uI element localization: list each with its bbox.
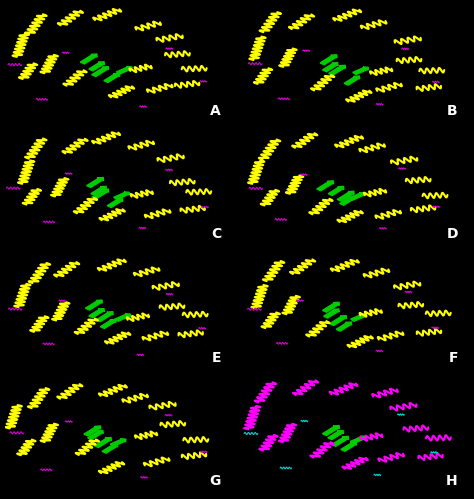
Polygon shape [80,54,97,64]
Polygon shape [320,55,337,65]
Polygon shape [340,196,356,205]
Text: F: F [448,351,458,365]
Text: D: D [447,227,458,241]
Polygon shape [107,199,123,208]
Polygon shape [328,431,344,440]
Polygon shape [115,314,130,321]
Polygon shape [91,186,107,196]
Polygon shape [89,62,104,71]
Text: C: C [211,227,221,241]
Polygon shape [102,444,118,453]
Polygon shape [324,309,339,318]
Polygon shape [328,187,344,196]
Polygon shape [84,426,100,436]
Polygon shape [328,65,346,75]
Polygon shape [89,309,104,318]
Polygon shape [337,191,354,201]
Polygon shape [322,63,338,72]
Text: E: E [211,351,221,365]
Polygon shape [322,302,339,312]
Polygon shape [117,66,132,74]
Polygon shape [100,319,116,328]
Polygon shape [341,442,356,451]
Polygon shape [85,300,102,310]
Polygon shape [94,438,111,448]
Polygon shape [350,436,366,444]
Polygon shape [92,189,109,199]
Polygon shape [110,439,126,446]
Polygon shape [104,73,119,82]
Polygon shape [88,431,103,440]
Text: H: H [446,474,458,488]
Text: B: B [447,104,458,118]
Polygon shape [96,312,113,322]
Polygon shape [344,76,360,85]
Polygon shape [329,315,346,325]
Polygon shape [322,426,339,436]
Polygon shape [114,192,129,200]
Polygon shape [317,181,334,191]
Polygon shape [336,322,352,331]
Polygon shape [332,436,348,446]
Polygon shape [91,66,109,76]
Text: G: G [210,474,221,488]
Polygon shape [351,314,366,321]
Polygon shape [87,178,103,188]
Polygon shape [353,67,368,74]
Text: A: A [210,104,221,118]
Polygon shape [349,193,365,200]
